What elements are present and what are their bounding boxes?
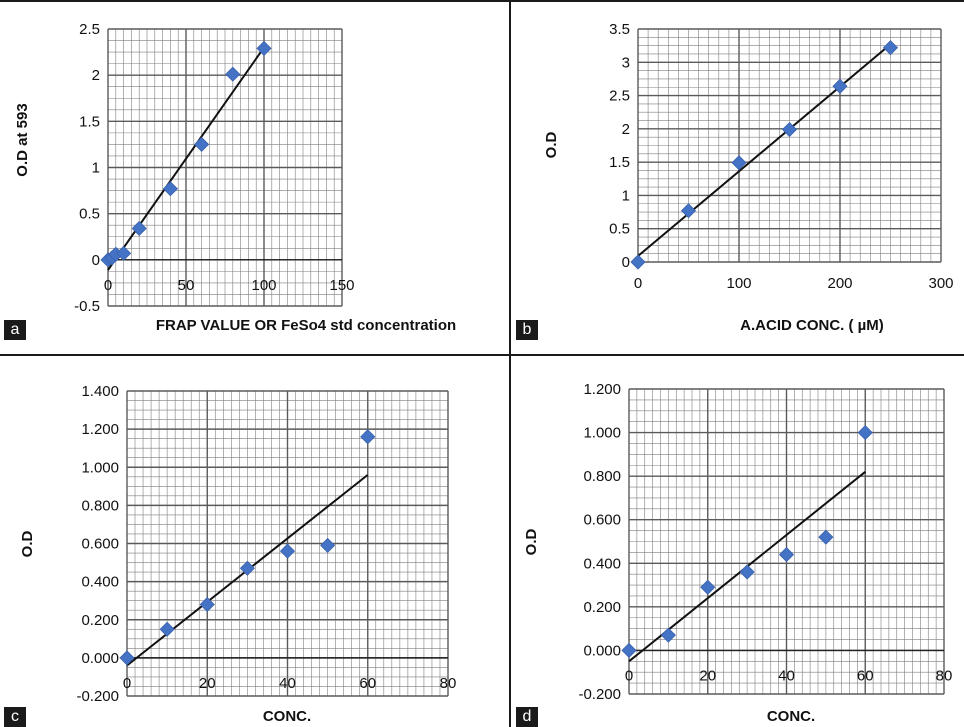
y-tick-label: 0.000 [583, 642, 621, 659]
data-point [818, 529, 834, 545]
y-tick-label: 0.400 [583, 555, 621, 572]
y-tick-label: 0.200 [81, 612, 119, 629]
y-tick-label: 1.200 [81, 421, 119, 438]
y-tick-label: 0.800 [583, 468, 621, 485]
y-tick-label: 2.5 [79, 21, 100, 38]
trendline [107, 46, 265, 271]
data-point [116, 245, 132, 261]
panel-letter-d: d [516, 707, 538, 727]
frame-middle-line [0, 354, 964, 356]
x-tick-label: 20 [199, 675, 216, 692]
data-point [256, 40, 272, 56]
x-tick-label: 80 [440, 675, 457, 692]
data-point [239, 560, 255, 576]
data-point [119, 650, 135, 666]
x-axis-label: A.ACID CONC. ( µM) [740, 317, 884, 334]
y-axis-label: O.D at 593 [14, 103, 31, 176]
x-tick-label: 100 [251, 277, 276, 294]
panel-letter-a: a [4, 320, 26, 340]
data-point [882, 40, 899, 56]
x-tick-label: 20 [699, 667, 716, 684]
x-axis-label: CONC. [263, 708, 311, 725]
y-tick-label: -0.200 [76, 688, 119, 705]
y-tick-label: -0.200 [578, 686, 621, 703]
x-tick-label: 60 [857, 667, 874, 684]
y-tick-label: 1.5 [79, 113, 100, 130]
frame-top-line [0, 0, 964, 2]
y-tick-label: 0.5 [609, 221, 630, 238]
y-tick-label: 1.000 [583, 425, 621, 442]
y-tick-label: 2.5 [609, 88, 630, 105]
x-tick-label: 0 [104, 277, 112, 294]
y-tick-label: 3.5 [609, 21, 630, 38]
data-point [621, 642, 637, 658]
x-tick-label: 0 [634, 275, 642, 292]
x-axis-label: FRAP VALUE OR FeSo4 std concentration [156, 317, 456, 334]
y-tick-label: 1.000 [81, 459, 119, 476]
y-tick-label: 0 [622, 254, 630, 271]
data-point [680, 203, 697, 219]
x-tick-label: 40 [279, 675, 296, 692]
x-tick-label: 300 [928, 275, 953, 292]
data-point [739, 564, 755, 580]
y-tick-label: 1.200 [583, 381, 621, 398]
x-axis-label: CONC. [767, 708, 815, 725]
trendline [637, 43, 892, 257]
x-tick-label: 60 [359, 675, 376, 692]
y-tick-label: 1 [622, 187, 630, 204]
y-tick-label: 0.5 [79, 206, 100, 223]
data-point [832, 78, 848, 94]
data-point [731, 155, 747, 171]
y-tick-label: 2 [622, 121, 630, 138]
x-tick-label: 50 [178, 277, 195, 294]
x-tick-label: 0 [123, 675, 131, 692]
data-point [360, 429, 376, 445]
data-point [630, 254, 646, 270]
data-point [279, 543, 296, 559]
x-tick-label: 80 [936, 667, 953, 684]
data-point [162, 181, 178, 197]
y-tick-label: 1.400 [81, 383, 119, 400]
data-point [199, 596, 215, 613]
y-tick-label: 0.200 [583, 599, 621, 616]
y-tick-label: 1.5 [609, 154, 630, 171]
chart-d: 1.200 1.000 0.800 0.600 0.400 0.200 0.000 -0.20… [523, 381, 953, 725]
y-axis-label: O.D [523, 529, 540, 556]
frame-vertical-line [509, 0, 511, 727]
data-point [857, 425, 873, 441]
y-tick-label: -0.5 [74, 298, 100, 315]
y-tick-label: 0.600 [81, 536, 119, 553]
y-tick-label: 0.800 [81, 497, 119, 514]
data-point [225, 66, 241, 82]
x-tick-label: 40 [778, 667, 795, 684]
data-point [194, 136, 210, 152]
data-point [660, 627, 676, 643]
x-tick-label: 150 [329, 277, 354, 294]
data-point [320, 537, 336, 553]
chart-b: 3.5 3 2.5 2 1.5 1 0.5 00 100 200 300 A.ACID CONC. (… [543, 21, 954, 334]
x-tick-label: 0 [625, 667, 633, 684]
y-tick-label: 3 [622, 54, 630, 71]
data-point [778, 547, 795, 563]
y-tick-label: 2 [92, 67, 100, 84]
y-axis-label: O.D [19, 531, 36, 558]
y-tick-label: 0.600 [583, 512, 621, 529]
panel-letter-c: c [4, 707, 26, 727]
panel-letter-b: b [516, 320, 538, 340]
data-point [781, 121, 798, 138]
x-tick-label: 200 [827, 275, 852, 292]
y-tick-label: 0 [92, 252, 100, 269]
data-point [700, 579, 716, 595]
chart-c: 1.400 1.200 1.000 0.800 0.600 0.400 0.200 0.000… [19, 383, 457, 725]
data-point [159, 621, 175, 637]
y-tick-label: 0.000 [81, 650, 119, 667]
x-tick-label: 100 [726, 275, 751, 292]
y-axis-label: O.D [543, 132, 560, 159]
y-tick-label: 0.400 [81, 574, 119, 591]
y-tick-label: 1 [92, 160, 100, 177]
data-point [131, 220, 147, 237]
